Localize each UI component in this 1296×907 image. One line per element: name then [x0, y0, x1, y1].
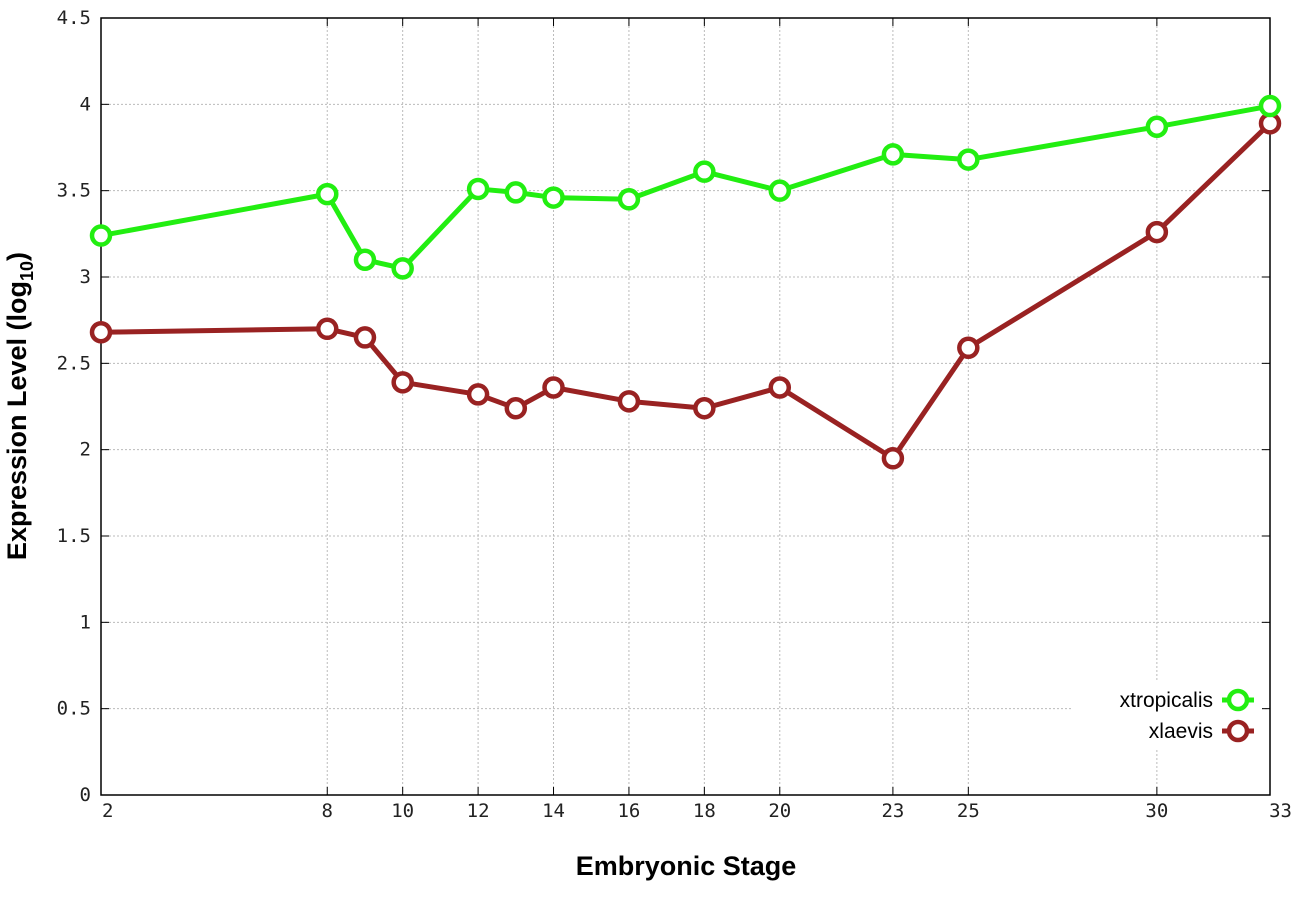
- data-point: [617, 390, 641, 413]
- legend-label: xtropicalis: [1120, 689, 1213, 712]
- y-tick-label: 3: [80, 266, 91, 288]
- data-point: [466, 177, 490, 201]
- data-point: [391, 371, 414, 394]
- series-xtropicalis: [89, 94, 1282, 280]
- data-point: [881, 447, 905, 470]
- svg-text:Expression Level (log10): Expression Level (log10): [2, 252, 37, 560]
- data-point: [768, 179, 792, 202]
- legend-label: xlaevis: [1149, 720, 1213, 743]
- data-point: [353, 326, 377, 349]
- x-tick-label: 2: [102, 800, 113, 822]
- gridlines: [101, 18, 1270, 795]
- data-point: [768, 376, 792, 399]
- data-point: [957, 148, 980, 171]
- y-tick-label: 0: [80, 784, 91, 806]
- y-tick-label: 1: [80, 611, 91, 633]
- x-axis-title: Embryonic Stage: [576, 851, 797, 881]
- data-point: [542, 376, 565, 399]
- axis-ticks: 0 0.5 1 1.5 2 2.5 3 3.5 4 4.5 2 8 10 12 14 16 18 20 23 25 30…: [57, 7, 1292, 822]
- series-layer: [89, 94, 1282, 470]
- series-line: [100, 103, 1271, 271]
- data-point: [89, 224, 113, 247]
- x-tick-label: 14: [542, 800, 565, 822]
- y-axis-title: Expression Level (log10): [2, 252, 37, 560]
- y-tick-label: 4.5: [57, 7, 91, 29]
- x-tick-label: 20: [768, 800, 791, 822]
- data-point: [1145, 220, 1169, 244]
- legend-swatch-marker: [1226, 688, 1250, 712]
- data-point: [316, 317, 339, 341]
- y-tick-label: 3.5: [57, 180, 91, 202]
- x-tick-label: 23: [881, 800, 904, 822]
- data-point: [881, 143, 905, 166]
- data-point: [542, 186, 565, 209]
- y-tick-label: 2.5: [57, 352, 91, 374]
- legend-swatch-marker: [1226, 719, 1250, 743]
- legend: xtropicalis xlaevis: [1072, 680, 1262, 750]
- x-tick-label: 33: [1269, 800, 1292, 822]
- data-point: [1258, 94, 1282, 118]
- data-point: [466, 383, 490, 406]
- data-point: [504, 181, 528, 204]
- y-tick-label: 0.5: [57, 698, 91, 720]
- data-point: [353, 248, 377, 271]
- x-tick-label: 30: [1145, 800, 1168, 822]
- data-point: [693, 396, 716, 420]
- x-tick-label: 16: [617, 800, 640, 822]
- y-axis-title-main: Expression Level (log: [2, 281, 32, 560]
- data-point: [316, 182, 339, 206]
- data-point: [504, 396, 528, 420]
- x-tick-label: 25: [957, 800, 980, 822]
- x-tick-label: 10: [391, 800, 414, 822]
- y-axis-title-subscript: 10: [17, 261, 37, 281]
- data-point: [957, 336, 980, 360]
- x-tick-label: 8: [322, 800, 333, 822]
- series-line: [100, 121, 1272, 461]
- data-point: [693, 160, 716, 183]
- y-tick-label: 2: [80, 439, 91, 461]
- x-tick-label: 12: [467, 800, 490, 822]
- y-tick-label: 1.5: [57, 525, 91, 547]
- data-point: [617, 188, 641, 211]
- plot-frame: [100, 17, 1271, 796]
- x-tick-label: 18: [693, 800, 716, 822]
- data-point: [1145, 115, 1169, 139]
- y-axis-title-close: ): [2, 252, 32, 261]
- y-tick-label: 4: [80, 93, 91, 115]
- series-xlaevis: [89, 112, 1282, 470]
- data-point: [89, 321, 113, 344]
- data-point: [391, 257, 414, 280]
